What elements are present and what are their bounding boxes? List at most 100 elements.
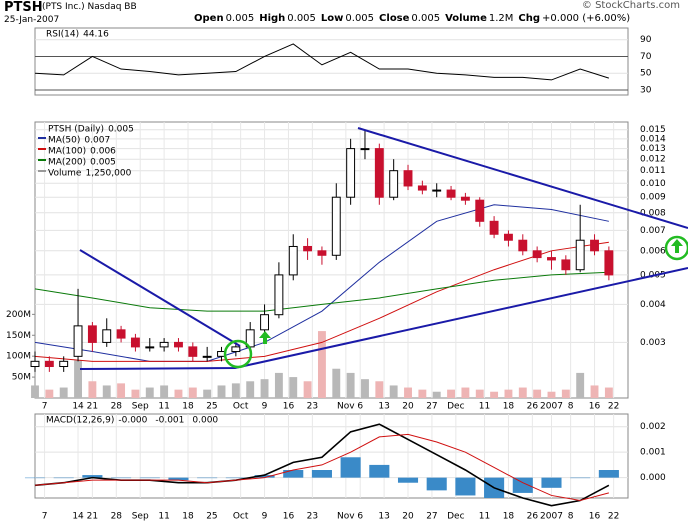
volume-bar: [246, 381, 255, 398]
y-tick-label: 0.015: [640, 125, 666, 135]
candle-body: [260, 314, 269, 331]
histogram-bar: [197, 477, 218, 479]
x-tick-label: 22: [608, 402, 619, 412]
histogram-bar: [598, 470, 619, 478]
quote-fields: Open 0.005 High 0.005 Low 0.005 Close 0.005 Volu…: [194, 13, 635, 24]
x-tick-label: 20: [402, 402, 414, 412]
field-label: Close: [379, 13, 410, 24]
line: [34, 433, 609, 502]
volume-bar: [404, 387, 412, 398]
x-tick-label: 18: [503, 512, 515, 522]
volume-bar: [160, 385, 169, 398]
candle-body: [159, 341, 169, 348]
candle-body: [547, 257, 556, 261]
legend-label: MA(200): [48, 158, 86, 168]
x-tick-label: 16: [589, 402, 601, 412]
candle-body: [202, 355, 212, 358]
candle-body: [503, 233, 513, 241]
legend-label: RSI(14): [46, 30, 79, 40]
y-tick-label: 0.009: [640, 193, 666, 203]
legend-value: -0.000: [118, 416, 147, 426]
histogram-bar: [139, 477, 160, 479]
x-tick-label: 18: [503, 402, 515, 412]
plot-layer: 90 70 50 30 RSI(14) 44.16 0.0150.0140.0130.012…: [6, 30, 666, 522]
legend-label: MACD(12,26,9): [46, 416, 114, 426]
x-tick-label: Dec: [447, 402, 464, 412]
x-tick-label: 25: [206, 402, 217, 412]
candle-body: [475, 199, 485, 222]
candle-body: [403, 170, 413, 187]
y-tick-label: 70: [640, 52, 652, 62]
y-tick-label: 0.001: [640, 448, 666, 458]
legend-value: 44.16: [83, 30, 109, 40]
candle-body: [102, 329, 112, 343]
y-tick-label: 0.006: [640, 246, 666, 256]
date: 25-Jan-2007: [4, 15, 60, 25]
x-tick-label: 9: [262, 402, 268, 412]
x-tick-label: 23: [307, 512, 318, 522]
legend-swatch: [38, 159, 46, 161]
volume-bar: [174, 389, 183, 398]
y-tick-label: 0.004: [640, 300, 666, 310]
x-tick-label: 6: [357, 512, 363, 522]
x-tick-label: Dec: [447, 512, 464, 522]
y-tick-label: 0.007: [640, 226, 666, 236]
x-tick-label: 28: [111, 402, 123, 412]
volume-tick-label: 50M: [12, 373, 31, 383]
annotations: [79, 127, 688, 370]
histogram-bar: [111, 477, 132, 479]
legend-swatch: [38, 148, 46, 150]
candle-body: [575, 239, 585, 271]
highlight-circle: [664, 235, 688, 261]
candle-body: [489, 220, 499, 235]
volume-bar: [131, 389, 140, 398]
volume-bar: [188, 387, 197, 398]
volume-bar: [332, 368, 341, 398]
histogram-bar: [369, 464, 390, 478]
line: [34, 43, 610, 81]
x-tick-label: 21: [87, 512, 98, 522]
candle-body: [231, 346, 241, 353]
y-tick-label: 0.003: [640, 338, 666, 348]
legend-label: PTSH (Daily): [48, 125, 104, 135]
field-label: High: [259, 13, 286, 24]
legend-value: 0.005: [108, 125, 134, 135]
volume-bar: [461, 387, 470, 398]
x-tick-label: 11: [158, 512, 169, 522]
volume-bar: [375, 381, 384, 398]
arrow-icon: [671, 239, 683, 253]
volume-bar: [490, 391, 499, 398]
legend-value: 0.000: [192, 416, 218, 426]
candle-body: [188, 346, 198, 357]
volume-bar: [361, 379, 369, 398]
legend-value: 0.006: [90, 147, 116, 157]
x-tick-label: 9: [262, 512, 268, 522]
volume-bar: [475, 389, 484, 398]
candle-body: [145, 346, 155, 349]
volume-bar: [217, 385, 226, 398]
x-tick-label: 23: [307, 402, 318, 412]
line: [34, 204, 609, 362]
y-tick-label: 50: [640, 69, 652, 79]
y-tick-label: 0.008: [640, 208, 666, 218]
volume-bar: [604, 387, 613, 398]
x-tick-label: 13: [378, 512, 389, 522]
histogram-bar: [570, 477, 591, 479]
field-value: 0.005: [287, 13, 316, 24]
price-frame: [34, 121, 629, 399]
x-tick-label: 16: [283, 402, 295, 412]
x-tick-label: Oct: [233, 512, 249, 522]
legend-label: MA(100): [48, 147, 86, 157]
candle-body: [274, 274, 284, 316]
copyright: © StockCharts.com: [581, 0, 680, 11]
x-tick-label: Nov: [337, 512, 355, 522]
legend-value: 0.005: [90, 158, 116, 168]
candle-body: [346, 148, 356, 198]
company-name: (PTS Inc.) Nasdaq BB: [42, 2, 137, 12]
volume-bar: [346, 372, 355, 398]
volume-tick-label: 150M: [6, 331, 31, 341]
x-tick-label: 21: [87, 402, 98, 412]
volume-bar: [145, 387, 154, 398]
x-tick-label: 16: [589, 512, 601, 522]
